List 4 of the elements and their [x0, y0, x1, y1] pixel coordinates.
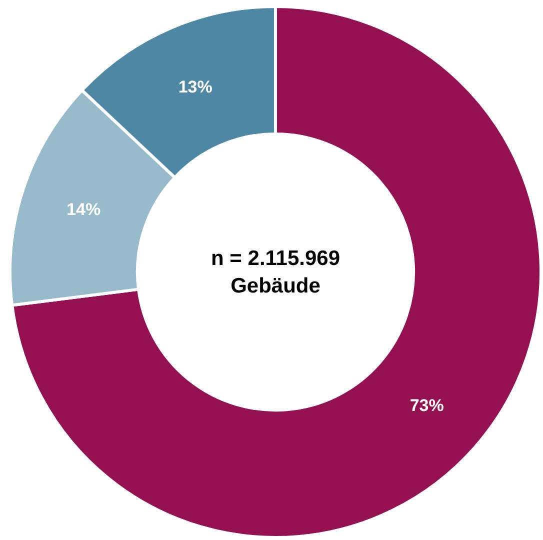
data-label: 73%	[410, 396, 444, 415]
text: n = 2.115.969 Gebäude	[211, 247, 340, 298]
data-label: 14%	[66, 200, 101, 220]
data-label: 13%	[178, 77, 212, 96]
